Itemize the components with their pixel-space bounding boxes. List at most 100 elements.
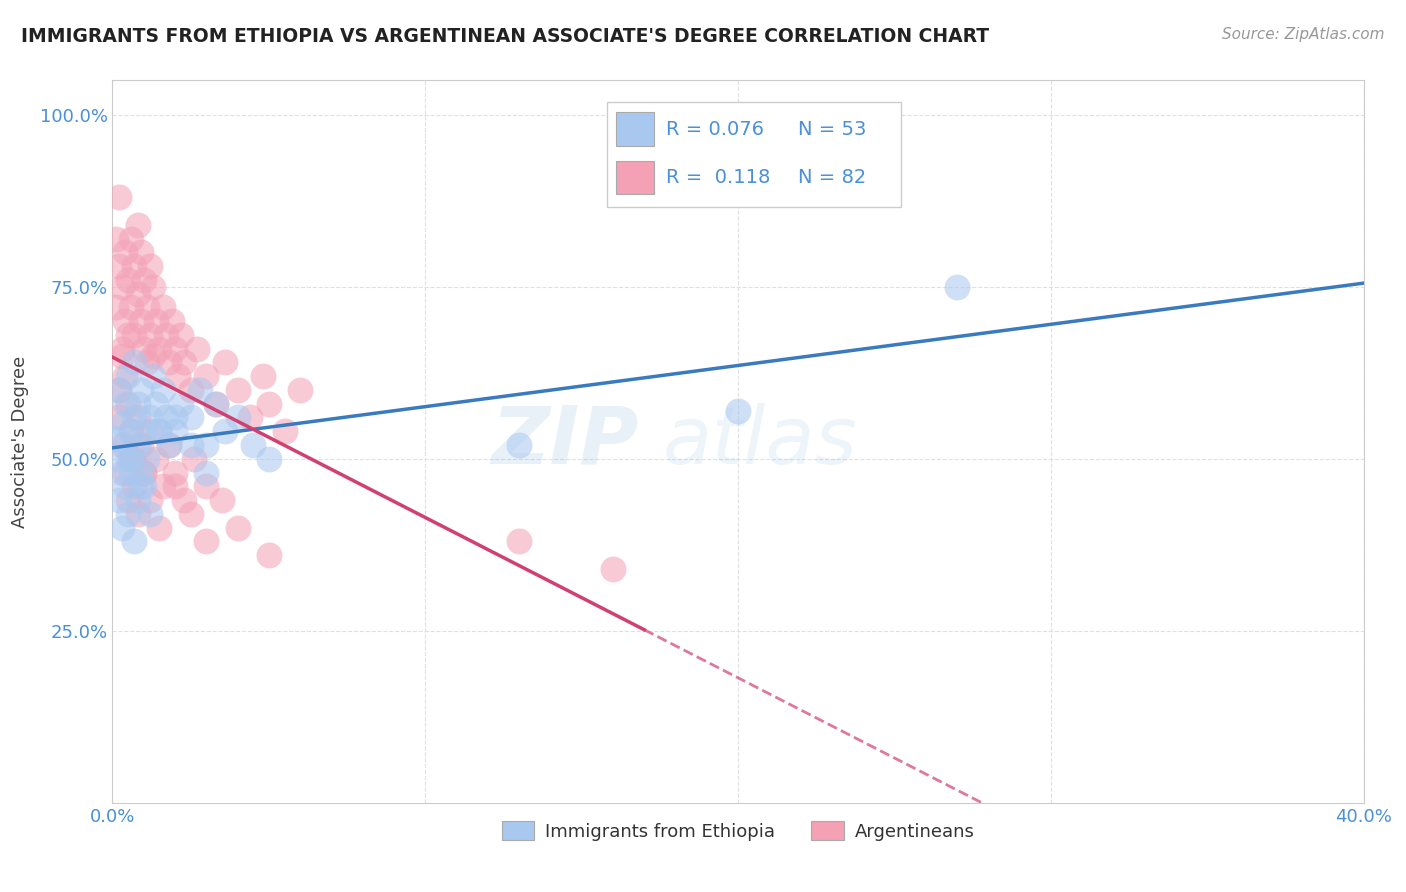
Point: [602, 562, 624, 576]
Point: [186, 342, 208, 356]
Point: [152, 383, 174, 397]
Point: [127, 410, 149, 425]
Point: [180, 438, 202, 452]
Point: [142, 279, 165, 293]
Point: [170, 397, 193, 411]
Point: [129, 438, 152, 452]
Point: [135, 451, 157, 466]
Point: [114, 369, 136, 384]
Point: [163, 424, 186, 438]
Point: [257, 548, 280, 562]
Point: [117, 369, 139, 384]
Point: [120, 466, 142, 480]
Point: [111, 438, 134, 452]
Point: [117, 327, 139, 342]
Point: [132, 466, 155, 480]
Point: [180, 383, 202, 397]
Point: [508, 534, 530, 549]
Point: [104, 231, 127, 245]
Point: [167, 369, 190, 384]
Point: [114, 314, 136, 328]
Point: [139, 410, 162, 425]
Point: [148, 342, 170, 356]
Text: Source: ZipAtlas.com: Source: ZipAtlas.com: [1222, 27, 1385, 42]
Point: [107, 383, 129, 397]
Point: [124, 451, 146, 466]
Point: [139, 507, 162, 521]
Point: [242, 438, 264, 452]
Point: [129, 245, 152, 260]
Point: [127, 493, 149, 508]
Point: [124, 355, 146, 369]
Point: [157, 438, 180, 452]
Point: [163, 479, 186, 493]
Point: [195, 534, 218, 549]
Point: [148, 520, 170, 534]
Point: [163, 466, 186, 480]
Point: [257, 451, 280, 466]
Point: [120, 451, 142, 466]
Point: [111, 520, 134, 534]
Point: [148, 424, 170, 438]
Point: [135, 301, 157, 315]
Point: [129, 466, 152, 480]
Point: [127, 507, 149, 521]
Point: [117, 397, 139, 411]
Point: [226, 383, 249, 397]
Point: [124, 259, 146, 273]
Point: [180, 410, 202, 425]
Point: [157, 438, 180, 452]
Point: [124, 327, 146, 342]
Point: [214, 424, 236, 438]
Point: [111, 417, 134, 432]
Point: [111, 466, 134, 480]
Point: [273, 424, 295, 438]
Point: [114, 479, 136, 493]
Point: [257, 397, 280, 411]
Point: [155, 327, 177, 342]
Point: [107, 383, 129, 397]
Point: [120, 301, 142, 315]
Point: [129, 314, 152, 328]
Point: [195, 369, 218, 384]
Point: [226, 410, 249, 425]
Point: [127, 438, 149, 452]
Point: [132, 479, 155, 493]
Point: [135, 355, 157, 369]
Point: [214, 355, 236, 369]
Point: [127, 397, 149, 411]
Point: [139, 493, 162, 508]
Point: [107, 410, 129, 425]
Legend: Immigrants from Ethiopia, Argentineans: Immigrants from Ethiopia, Argentineans: [495, 814, 981, 848]
Point: [239, 410, 262, 425]
Point: [111, 279, 134, 293]
Point: [127, 218, 149, 232]
Text: atlas: atlas: [664, 402, 858, 481]
Point: [148, 424, 170, 438]
Point: [173, 355, 195, 369]
Point: [163, 342, 186, 356]
Point: [252, 369, 274, 384]
Point: [211, 493, 233, 508]
Point: [173, 493, 195, 508]
Point: [124, 479, 146, 493]
Point: [132, 466, 155, 480]
Point: [124, 410, 146, 425]
Point: [290, 383, 312, 397]
Point: [107, 451, 129, 466]
Point: [163, 410, 186, 425]
Point: [139, 259, 162, 273]
Point: [129, 383, 152, 397]
Point: [508, 438, 530, 452]
Point: [204, 397, 226, 411]
Point: [120, 451, 142, 466]
Point: [226, 520, 249, 534]
Text: ZIP: ZIP: [491, 402, 638, 481]
Point: [195, 438, 218, 452]
Point: [152, 479, 174, 493]
Point: [117, 507, 139, 521]
Point: [157, 355, 180, 369]
Point: [107, 190, 129, 204]
Point: [195, 479, 218, 493]
Point: [132, 273, 155, 287]
